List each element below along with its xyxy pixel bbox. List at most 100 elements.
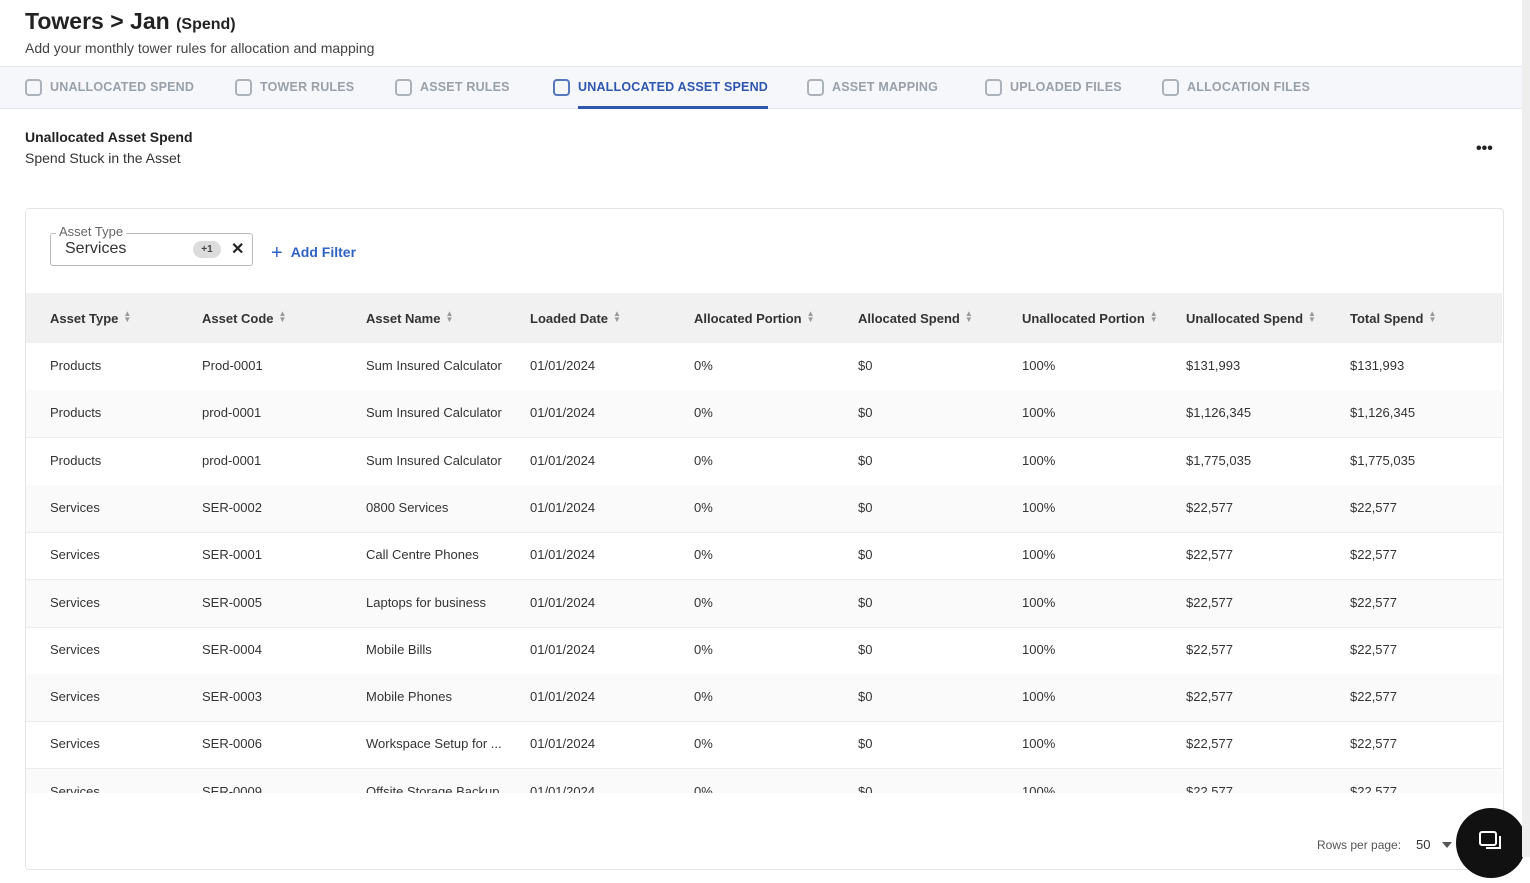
column-header-label: Total Spend	[1350, 311, 1424, 326]
table-cell: SER-0006	[202, 736, 262, 752]
filter-value: Services	[65, 240, 127, 257]
table-cell: Mobile Bills	[366, 641, 432, 657]
sort-icon[interactable]: ▲ ▼	[1149, 309, 1158, 324]
table-cell: Workspace Setup for ...	[366, 736, 502, 752]
table-cell: $1,126,345	[1186, 405, 1252, 421]
table-cell: $131,993	[1350, 358, 1405, 373]
table-cell: $0	[858, 736, 873, 752]
table-cell: $22,577	[1350, 689, 1397, 705]
table-cell: 01/01/2024	[530, 405, 596, 421]
tab[interactable]: TOWER RULES	[235, 67, 354, 108]
table-row[interactable]: Products prod-0001 Sum Insured Calculator 0…	[26, 438, 1502, 486]
sort-icon[interactable]: ▲ ▼	[1428, 309, 1437, 324]
table-cell: 01/01/2024	[530, 358, 596, 373]
table-row[interactable]: Products prod-0001 Sum Insured Calculator 0…	[26, 390, 1502, 439]
column-header[interactable]: Unallocated Spend ▲ ▼	[1186, 309, 1316, 327]
table-cell: Products	[50, 452, 102, 468]
table-cell: Services	[50, 547, 100, 563]
table-row[interactable]: Services SER-0005 Laptops for business 01/0…	[26, 579, 1502, 628]
tab-icon	[807, 79, 824, 96]
sort-icon[interactable]: ▲ ▼	[1308, 309, 1316, 324]
tab[interactable]: ASSET MAPPING	[807, 67, 938, 108]
table-cell: Sum Insured Calculator	[366, 452, 502, 468]
table-row[interactable]: Services SER-0001 Call Centre Phones 01/01/…	[26, 532, 1502, 581]
filter-chip[interactable]	[50, 233, 253, 266]
table-cell: Sum Insured Calculator	[366, 358, 502, 373]
table-cell: $22,577	[1186, 783, 1233, 793]
tab-icon	[235, 79, 252, 96]
table-cell: $22,577	[1350, 783, 1397, 793]
table-cell: 01/01/2024	[530, 736, 596, 752]
column-header[interactable]: Unallocated Portion ▲ ▼	[1022, 309, 1158, 327]
tab[interactable]: ASSET RULES	[395, 67, 510, 108]
sort-icon[interactable]: ▲ ▼	[806, 309, 815, 324]
sort-icon[interactable]: ▲ ▼	[123, 309, 132, 324]
table-cell: $0	[858, 547, 873, 563]
chat-button[interactable]	[1456, 808, 1526, 878]
table-cell: 01/01/2024	[530, 783, 596, 793]
table-cell: Call Centre Phones	[366, 547, 479, 563]
column-header[interactable]: Asset Name ▲ ▼	[366, 309, 454, 327]
table-row[interactable]: Services SER-0004 Mobile Bills 01/01/2024 0%…	[26, 627, 1502, 675]
breadcrumb: Towers > Jan (Spend)	[25, 8, 236, 34]
breadcrumb-root[interactable]: Towers	[25, 8, 104, 34]
sort-icon[interactable]: ▲ ▼	[964, 309, 973, 324]
sort-icon[interactable]: ▲ ▼	[445, 309, 454, 324]
table-cell: $0	[858, 641, 873, 657]
column-header-label: Asset Type	[50, 311, 119, 326]
table-cell: Mobile Phones	[366, 689, 452, 705]
table-cell: $0	[858, 783, 873, 793]
table-cell: 100%	[1022, 358, 1056, 373]
table-cell: SER-0002	[202, 499, 262, 515]
filter-clear[interactable]: ✕	[231, 241, 245, 258]
table-cell: $1,126,345	[1350, 405, 1416, 421]
scrollbar	[1522, 0, 1530, 857]
table-cell: 100%	[1022, 452, 1056, 468]
chat-icon	[1479, 831, 1501, 849]
more-menu[interactable]: •••	[1476, 140, 1493, 157]
table-row[interactable]: Services SER-0003 Mobile Phones 01/01/2024 0…	[26, 674, 1502, 723]
table-cell: 100%	[1022, 499, 1056, 515]
table-cell: 100%	[1022, 594, 1056, 610]
section-subtitle: Spend Stuck in the Asset	[25, 150, 181, 166]
tab-label: UPLOADED FILES	[1010, 80, 1122, 94]
table-row[interactable]: Services SER-0002 0800 Services 01/01/2024 0…	[26, 484, 1502, 533]
table-cell: 100%	[1022, 405, 1056, 421]
column-header[interactable]: Total Spend ▲ ▼	[1350, 309, 1437, 327]
table-cell: SER-0009	[202, 783, 262, 793]
table-row[interactable]: Services SER-0006 Workspace Setup for ... 0…	[26, 721, 1502, 770]
add-filter[interactable]: + Add Filter	[271, 242, 357, 264]
table-cell: $22,577	[1350, 594, 1397, 610]
column-header[interactable]: Asset Code ▲ ▼	[202, 309, 287, 327]
rows-per-page[interactable]: 50	[1416, 837, 1431, 852]
column-header[interactable]: Asset Type ▲ ▼	[50, 309, 132, 327]
table-cell: Products	[50, 405, 102, 421]
tab[interactable]: UPLOADED FILES	[985, 67, 1122, 108]
column-header[interactable]: Loaded Date ▲ ▼	[530, 309, 621, 327]
table-cell: SER-0005	[202, 594, 262, 610]
table-cell: Services	[50, 641, 100, 657]
tab-label: ASSET MAPPING	[832, 80, 939, 94]
table-cell: $0	[858, 689, 873, 705]
table-cell: 100%	[1022, 641, 1056, 657]
table-cell: $0	[858, 452, 873, 468]
table-row[interactable]: Services SER-0009 Offsite Storage Backup 01…	[26, 768, 1502, 793]
table-cell: 0%	[694, 641, 713, 657]
filter-badge: +1	[193, 241, 221, 258]
table-cell: Products	[50, 358, 102, 373]
table-cell: $1,775,035	[1350, 452, 1416, 468]
table-row[interactable]: Products Prod-0001 Sum Insured Calculator 0…	[26, 343, 1502, 391]
table-cell: 100%	[1022, 689, 1056, 705]
table-cell: 01/01/2024	[530, 641, 596, 657]
rows-per-page-caret[interactable]	[1442, 842, 1452, 848]
sort-icon[interactable]: ▲ ▼	[278, 309, 287, 324]
tab[interactable]: ALLOCATION FILES	[1162, 67, 1310, 108]
tab[interactable]: UNALLOCATED ASSET SPEND	[553, 67, 769, 109]
sort-icon[interactable]: ▲ ▼	[613, 309, 621, 324]
page-description: Add your monthly tower rules for allocat…	[25, 40, 375, 56]
column-header[interactable]: Allocated Portion ▲ ▼	[694, 309, 815, 327]
tab[interactable]: UNALLOCATED SPEND	[25, 67, 194, 108]
column-header[interactable]: Allocated Spend ▲ ▼	[858, 309, 973, 327]
table-cell: $22,577	[1186, 499, 1233, 515]
